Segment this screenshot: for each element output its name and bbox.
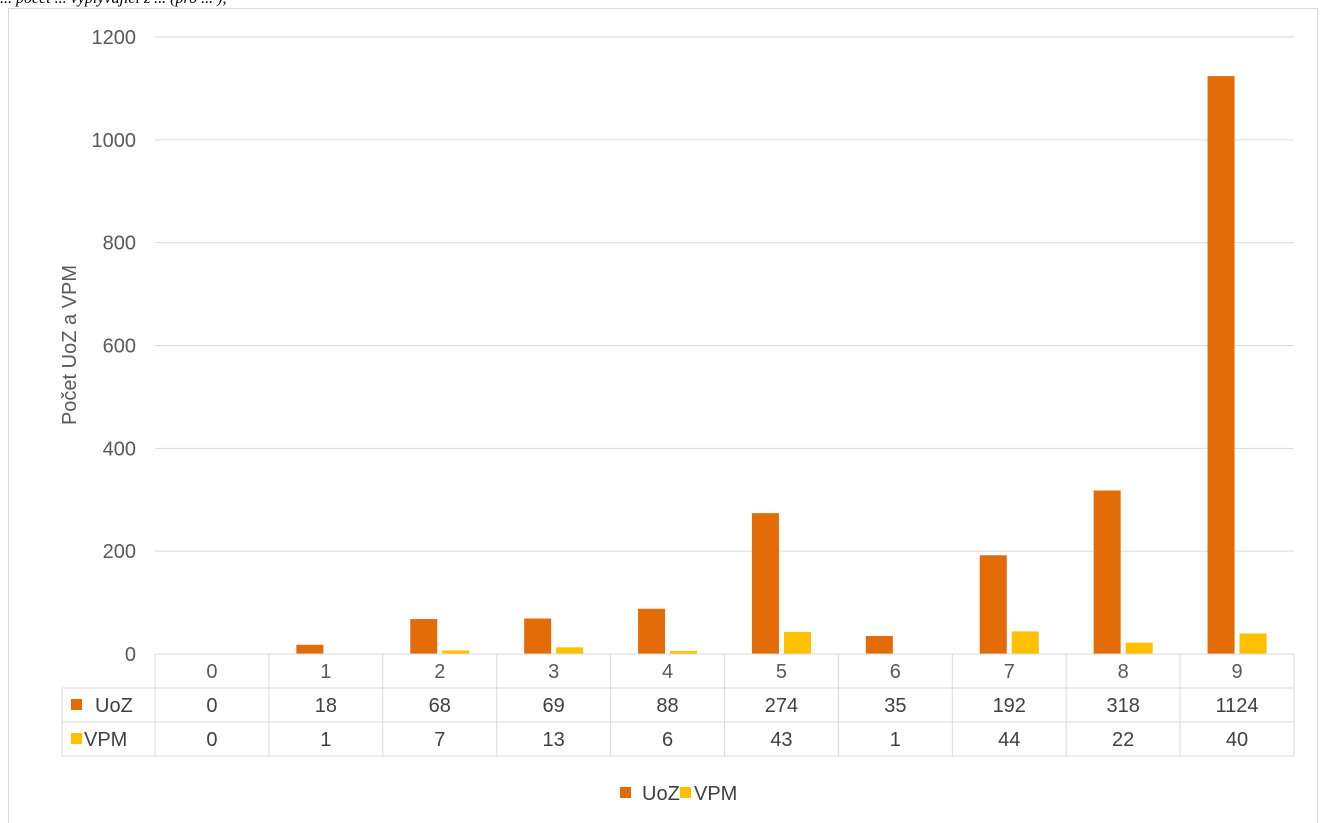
table-cell-value: 35 <box>884 695 906 717</box>
table-cell-value: 274 <box>765 695 798 717</box>
y-tick-label: 400 <box>103 438 136 460</box>
table-cell-value: 6 <box>662 729 673 751</box>
table-cell-value: 0 <box>206 695 217 717</box>
bar-uoz-5 <box>751 513 779 654</box>
table-cell-value: 0 <box>206 729 217 751</box>
table-cell-value: 1124 <box>1216 695 1259 717</box>
bar-uoz-4 <box>638 608 666 654</box>
y-tick-label: 0 <box>125 644 136 666</box>
x-tick-label: 9 <box>1231 661 1242 683</box>
table-legend-key-vpm <box>71 733 82 744</box>
table-series-name: VPM <box>84 729 127 751</box>
bar-uoz-8 <box>1093 490 1121 654</box>
table-cell-value: 318 <box>1106 695 1139 717</box>
x-tick-label: 2 <box>434 661 445 683</box>
bar-vpm-7 <box>1011 631 1039 654</box>
table-cell-value: 40 <box>1226 729 1248 751</box>
table-cell-value: 88 <box>656 695 678 717</box>
x-tick-label: 8 <box>1118 661 1129 683</box>
table-cell-value: 1 <box>890 729 901 751</box>
y-tick-label: 1000 <box>92 130 137 152</box>
bar-vpm-3 <box>556 647 584 654</box>
bar-uoz-6 <box>865 636 893 654</box>
figure-caption: ... počet ... vyplývající z ... (pro ...… <box>0 0 226 8</box>
legend-label: VPM <box>694 783 737 805</box>
y-tick-label: 800 <box>103 233 136 255</box>
table-cell-value: 69 <box>543 695 565 717</box>
table-legend-key-uoz <box>71 699 82 710</box>
bar-vpm-8 <box>1125 642 1153 654</box>
legend-key-vpm <box>680 787 691 798</box>
table-cell-value: 7 <box>434 729 445 751</box>
y-tick-label: 600 <box>103 336 136 358</box>
bar-vpm-4 <box>670 650 698 654</box>
legend: UoZ VPM <box>620 783 737 805</box>
x-tick-label: 1 <box>320 661 331 683</box>
bar-uoz-3 <box>524 618 552 654</box>
table-cell-value: 43 <box>770 729 792 751</box>
table-cell-value: 192 <box>993 695 1026 717</box>
bar-uoz-9 <box>1207 76 1235 655</box>
bar-uoz-1 <box>296 644 324 654</box>
data-table: 0 1 2 3 4 5 6 7 8 9 UoZ 0 18 68 69 88 274 35 192 318 1124 VPM… <box>61 653 1295 757</box>
y-axis-label: Počet UoZ a VPM <box>59 265 81 425</box>
table-cell-value: 44 <box>998 729 1020 751</box>
bar-vpm-9 <box>1239 633 1267 654</box>
table-cell-value: 18 <box>315 695 337 717</box>
bar-vpm-5 <box>783 631 811 654</box>
chart-frame <box>8 8 1318 823</box>
table-series-name: UoZ <box>95 695 133 717</box>
x-tick-label: 4 <box>662 661 673 683</box>
x-tick-label: 7 <box>1004 661 1015 683</box>
gridlines <box>155 36 1294 552</box>
y-axis-ticks: 0 200 400 600 800 1000 1200 <box>92 27 137 666</box>
table-cell-value: 13 <box>543 729 565 751</box>
table-cell-value: 22 <box>1112 729 1134 751</box>
x-tick-label: 5 <box>776 661 787 683</box>
legend-key-uoz <box>620 787 631 798</box>
bar-uoz-7 <box>979 555 1007 654</box>
y-tick-label: 200 <box>103 541 136 563</box>
table-cell-value: 1 <box>320 729 331 751</box>
y-tick-label: 1200 <box>92 27 137 49</box>
legend-label: UoZ <box>642 783 680 805</box>
x-tick-label: 0 <box>206 661 217 683</box>
x-tick-label: 6 <box>890 661 901 683</box>
bar-uoz-2 <box>410 619 438 654</box>
bars <box>296 76 1267 655</box>
table-cell-value: 68 <box>429 695 451 717</box>
x-tick-label: 3 <box>548 661 559 683</box>
bar-vpm-2 <box>442 650 470 654</box>
